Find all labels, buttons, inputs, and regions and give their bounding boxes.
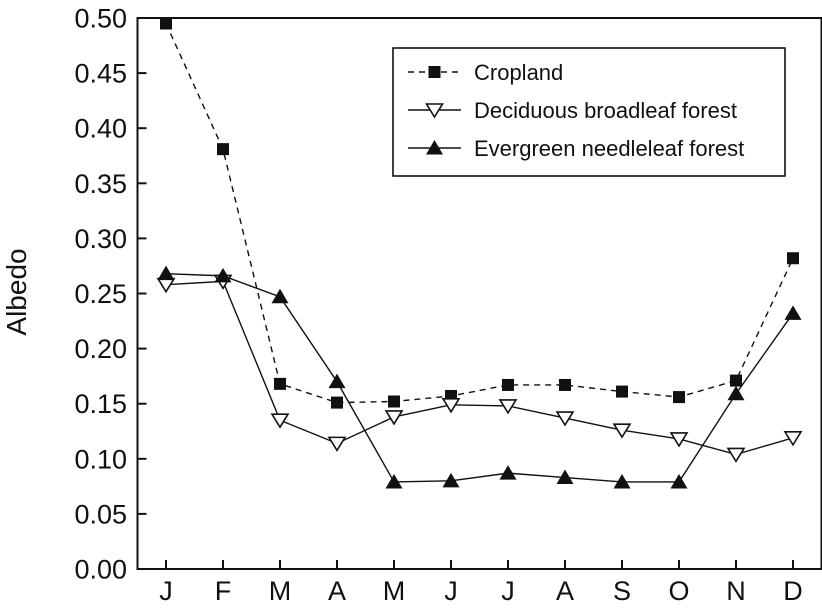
- y-axis-tick-labels: 0.00 0.05 0.10 0.15 0.20 0.25 0.30 0.35 0.40 0.45…: [74, 4, 127, 585]
- y-tick-label: 0.50: [74, 4, 127, 34]
- data-point: [502, 378, 514, 391]
- data-point: [388, 395, 400, 408]
- y-tick-label: 0.15: [74, 389, 127, 419]
- series-line: [165, 272, 794, 483]
- legend-marker: [425, 103, 444, 119]
- data-point: [270, 413, 290, 429]
- data-point: [385, 473, 403, 489]
- data-point: [442, 472, 460, 488]
- data-point: [613, 473, 631, 489]
- series-line: [165, 280, 794, 456]
- y-tick-label: 0.35: [74, 169, 127, 199]
- data-point: [214, 267, 232, 283]
- data-point: [441, 398, 461, 414]
- series-line: [165, 23, 794, 404]
- y-tick-label: 0.40: [74, 114, 127, 144]
- data-point: [274, 377, 286, 390]
- data-point: [384, 410, 404, 426]
- data-point: [727, 385, 745, 401]
- x-tick-label: N: [726, 576, 746, 606]
- data-point: [673, 391, 685, 404]
- data-point: [616, 385, 628, 398]
- y-tick-label: 0.30: [74, 224, 127, 254]
- data-point: [787, 252, 799, 265]
- x-tick-label: S: [613, 576, 631, 606]
- series-layer: [156, 17, 803, 489]
- legend-label: Evergreen needleleaf forest: [474, 136, 744, 161]
- data-point: [670, 473, 688, 489]
- data-point: [499, 465, 517, 480]
- data-point: [730, 374, 742, 387]
- x-tick-label: F: [215, 576, 232, 606]
- data-point: [726, 447, 746, 463]
- data-point: [559, 378, 571, 391]
- legend-marker: [426, 140, 443, 155]
- x-tick-label: A: [328, 576, 346, 606]
- data-point: [783, 431, 803, 447]
- axis-ticks: [137, 17, 794, 570]
- series-2: [157, 265, 802, 489]
- y-tick-label: 0.20: [74, 334, 127, 364]
- data-point: [160, 17, 172, 30]
- y-tick-label: 0.05: [74, 499, 127, 529]
- data-point: [612, 423, 632, 439]
- y-tick-label: 0.25: [74, 279, 127, 309]
- data-point: [327, 436, 347, 452]
- y-axis-title: Albedo: [1, 248, 32, 335]
- data-point: [157, 265, 175, 281]
- legend-label: Deciduous broadleaf forest: [474, 98, 737, 123]
- data-point: [271, 288, 289, 304]
- legend-marker: [428, 66, 441, 78]
- x-tick-label: J: [159, 576, 173, 606]
- data-point: [784, 305, 802, 320]
- data-point: [556, 469, 574, 485]
- data-point: [498, 399, 518, 415]
- x-tick-label: J: [501, 576, 515, 606]
- legend: Cropland Deciduous broadleaf forest Evergr…: [392, 47, 786, 177]
- data-point: [669, 432, 689, 448]
- data-point: [555, 411, 575, 427]
- data-point: [331, 396, 343, 409]
- x-tick-label: M: [269, 576, 292, 606]
- legend-label: Cropland: [474, 60, 563, 85]
- data-point: [217, 143, 229, 156]
- legend-box: [392, 47, 786, 177]
- x-tick-label: M: [383, 576, 406, 606]
- x-tick-label: D: [783, 576, 803, 606]
- y-tick-label: 0.00: [74, 555, 127, 585]
- data-point: [328, 373, 346, 389]
- x-tick-label: O: [668, 576, 689, 606]
- y-tick-label: 0.45: [74, 59, 127, 89]
- data-point: [156, 277, 176, 294]
- y-tick-label: 0.10: [74, 444, 127, 474]
- x-tick-label: A: [556, 576, 574, 606]
- x-tick-label: J: [444, 576, 458, 606]
- series-1: [156, 274, 803, 463]
